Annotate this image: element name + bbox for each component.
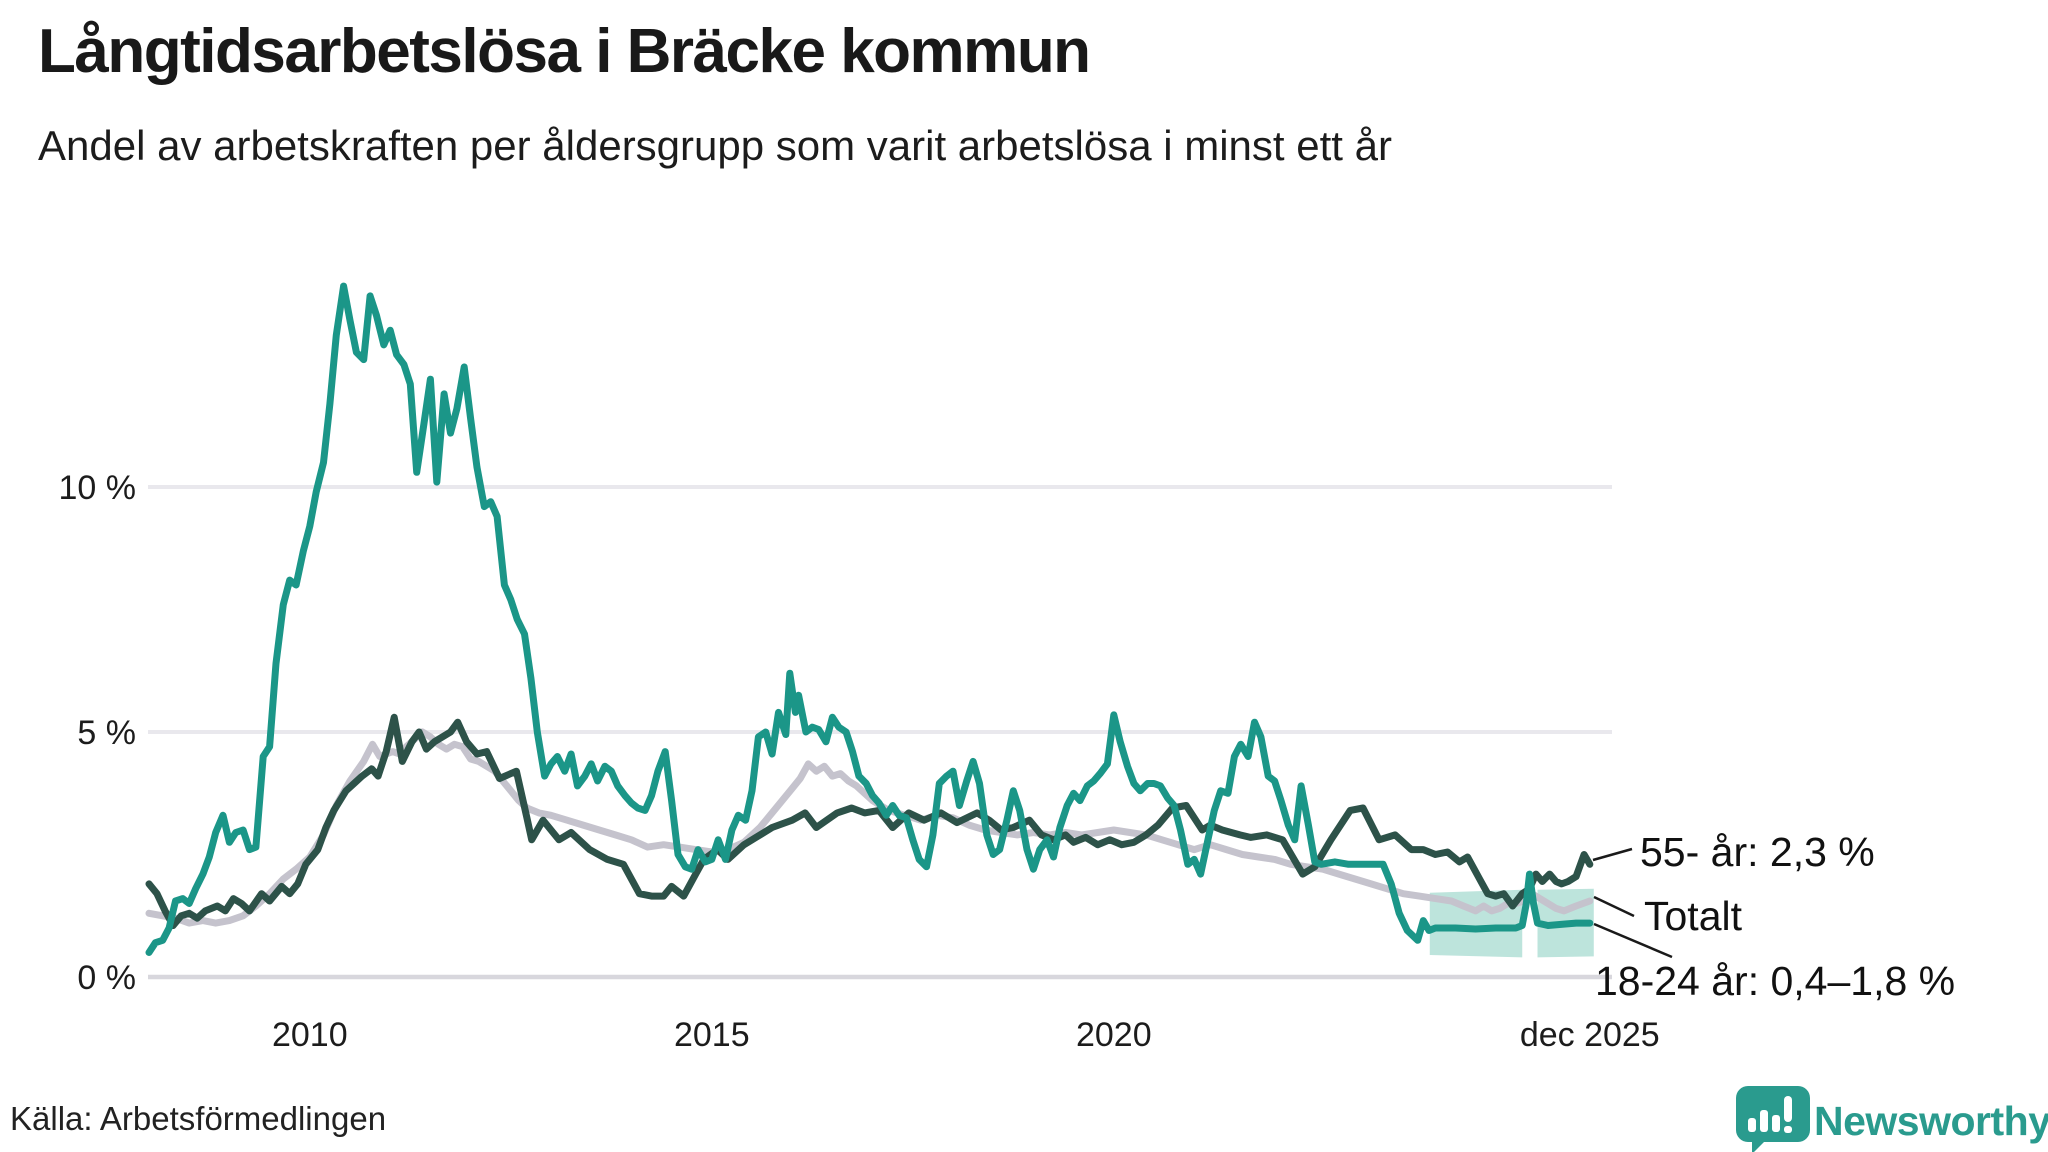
x-tick-label: 2020 — [1076, 1016, 1152, 1054]
y-tick-label: 0 % — [77, 959, 136, 997]
x-tick-label: 2015 — [674, 1016, 750, 1054]
leader-18-24 — [1593, 922, 1673, 959]
x-tick-label: 2010 — [272, 1016, 348, 1054]
series-line-55-r — [145, 713, 1594, 929]
page-subtitle: Andel av arbetskraften per åldersgrupp s… — [38, 122, 1392, 169]
x-tick-label: dec 2025 — [1520, 1016, 1660, 1054]
newsworthy-logo-text: Newsworthy — [1814, 1098, 2048, 1144]
series-end-label-totalt: Totalt — [1644, 893, 1742, 939]
series-end-label-18-24: 18-24 år: 0,4–1,8 % — [1595, 958, 1956, 1004]
source-note: Källa: Arbetsförmedlingen — [10, 1100, 387, 1137]
series-line-18-24-r — [145, 282, 1594, 956]
y-tick-label: 5 % — [77, 714, 136, 752]
page-title: Långtidsarbetslösa i Bräcke kommun — [38, 17, 1091, 86]
y-tick-label: 10 % — [59, 469, 137, 507]
leader-55 — [1592, 847, 1633, 862]
newsworthy-logo-icon — [1736, 1086, 1810, 1152]
series-end-label-55: 55- år: 2,3 % — [1640, 829, 1875, 875]
leader-totalt — [1593, 895, 1635, 918]
